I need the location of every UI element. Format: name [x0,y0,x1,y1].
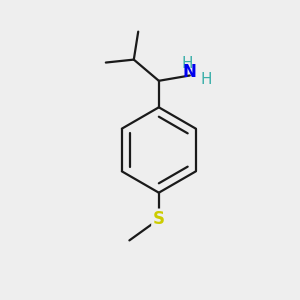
Text: N: N [183,63,197,81]
Text: H: H [200,71,212,86]
Text: H: H [182,56,193,70]
Text: S: S [153,210,165,228]
